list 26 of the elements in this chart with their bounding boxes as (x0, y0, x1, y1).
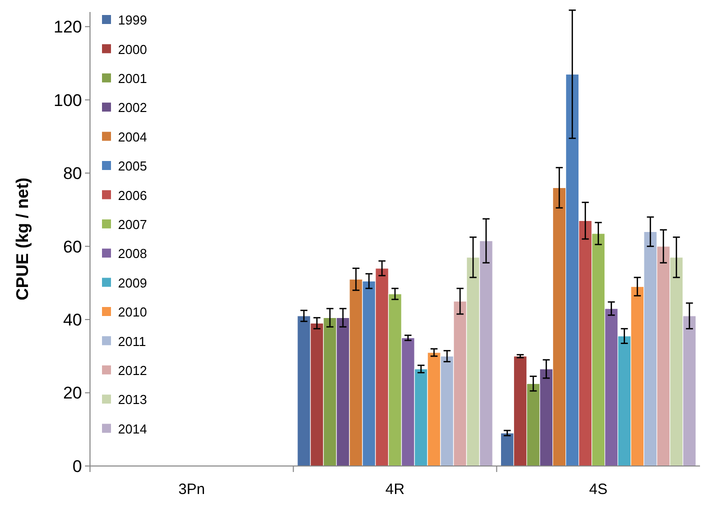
legend-label: 2008 (118, 246, 147, 262)
legend-label: 2014 (118, 421, 147, 436)
y-tick-label: 120 (54, 18, 82, 37)
y-tick-label: 0 (72, 456, 82, 476)
y-axis-title: CPUE (kg / net) (13, 178, 32, 300)
legend-label: 2000 (118, 42, 147, 57)
x-tick-label: 4S (589, 481, 608, 498)
legend-label: 2009 (118, 275, 147, 290)
legend-label: 2011 (118, 334, 146, 349)
x-tick-label: 4R (385, 481, 405, 498)
legend-label: 2002 (118, 100, 147, 116)
y-tick-label: 60 (63, 237, 82, 256)
legend-label: 2004 (118, 129, 147, 144)
x-tick-label: 3Pn (178, 481, 206, 498)
y-tick-label: 20 (63, 384, 82, 403)
y-tick-label: 100 (54, 90, 82, 110)
y-tick-label: 40 (63, 310, 82, 330)
legend-label: 2010 (118, 304, 147, 320)
legend-label: 2001 (118, 70, 147, 86)
legend-label: 2005 (118, 158, 147, 174)
legend-label: 2012 (118, 362, 147, 378)
legend-label: 2013 (118, 392, 147, 408)
legend-label: 2006 (118, 188, 147, 203)
legend-label: 1999 (118, 12, 147, 28)
legend-label: 2007 (118, 216, 147, 232)
y-tick-label: 80 (63, 164, 82, 184)
